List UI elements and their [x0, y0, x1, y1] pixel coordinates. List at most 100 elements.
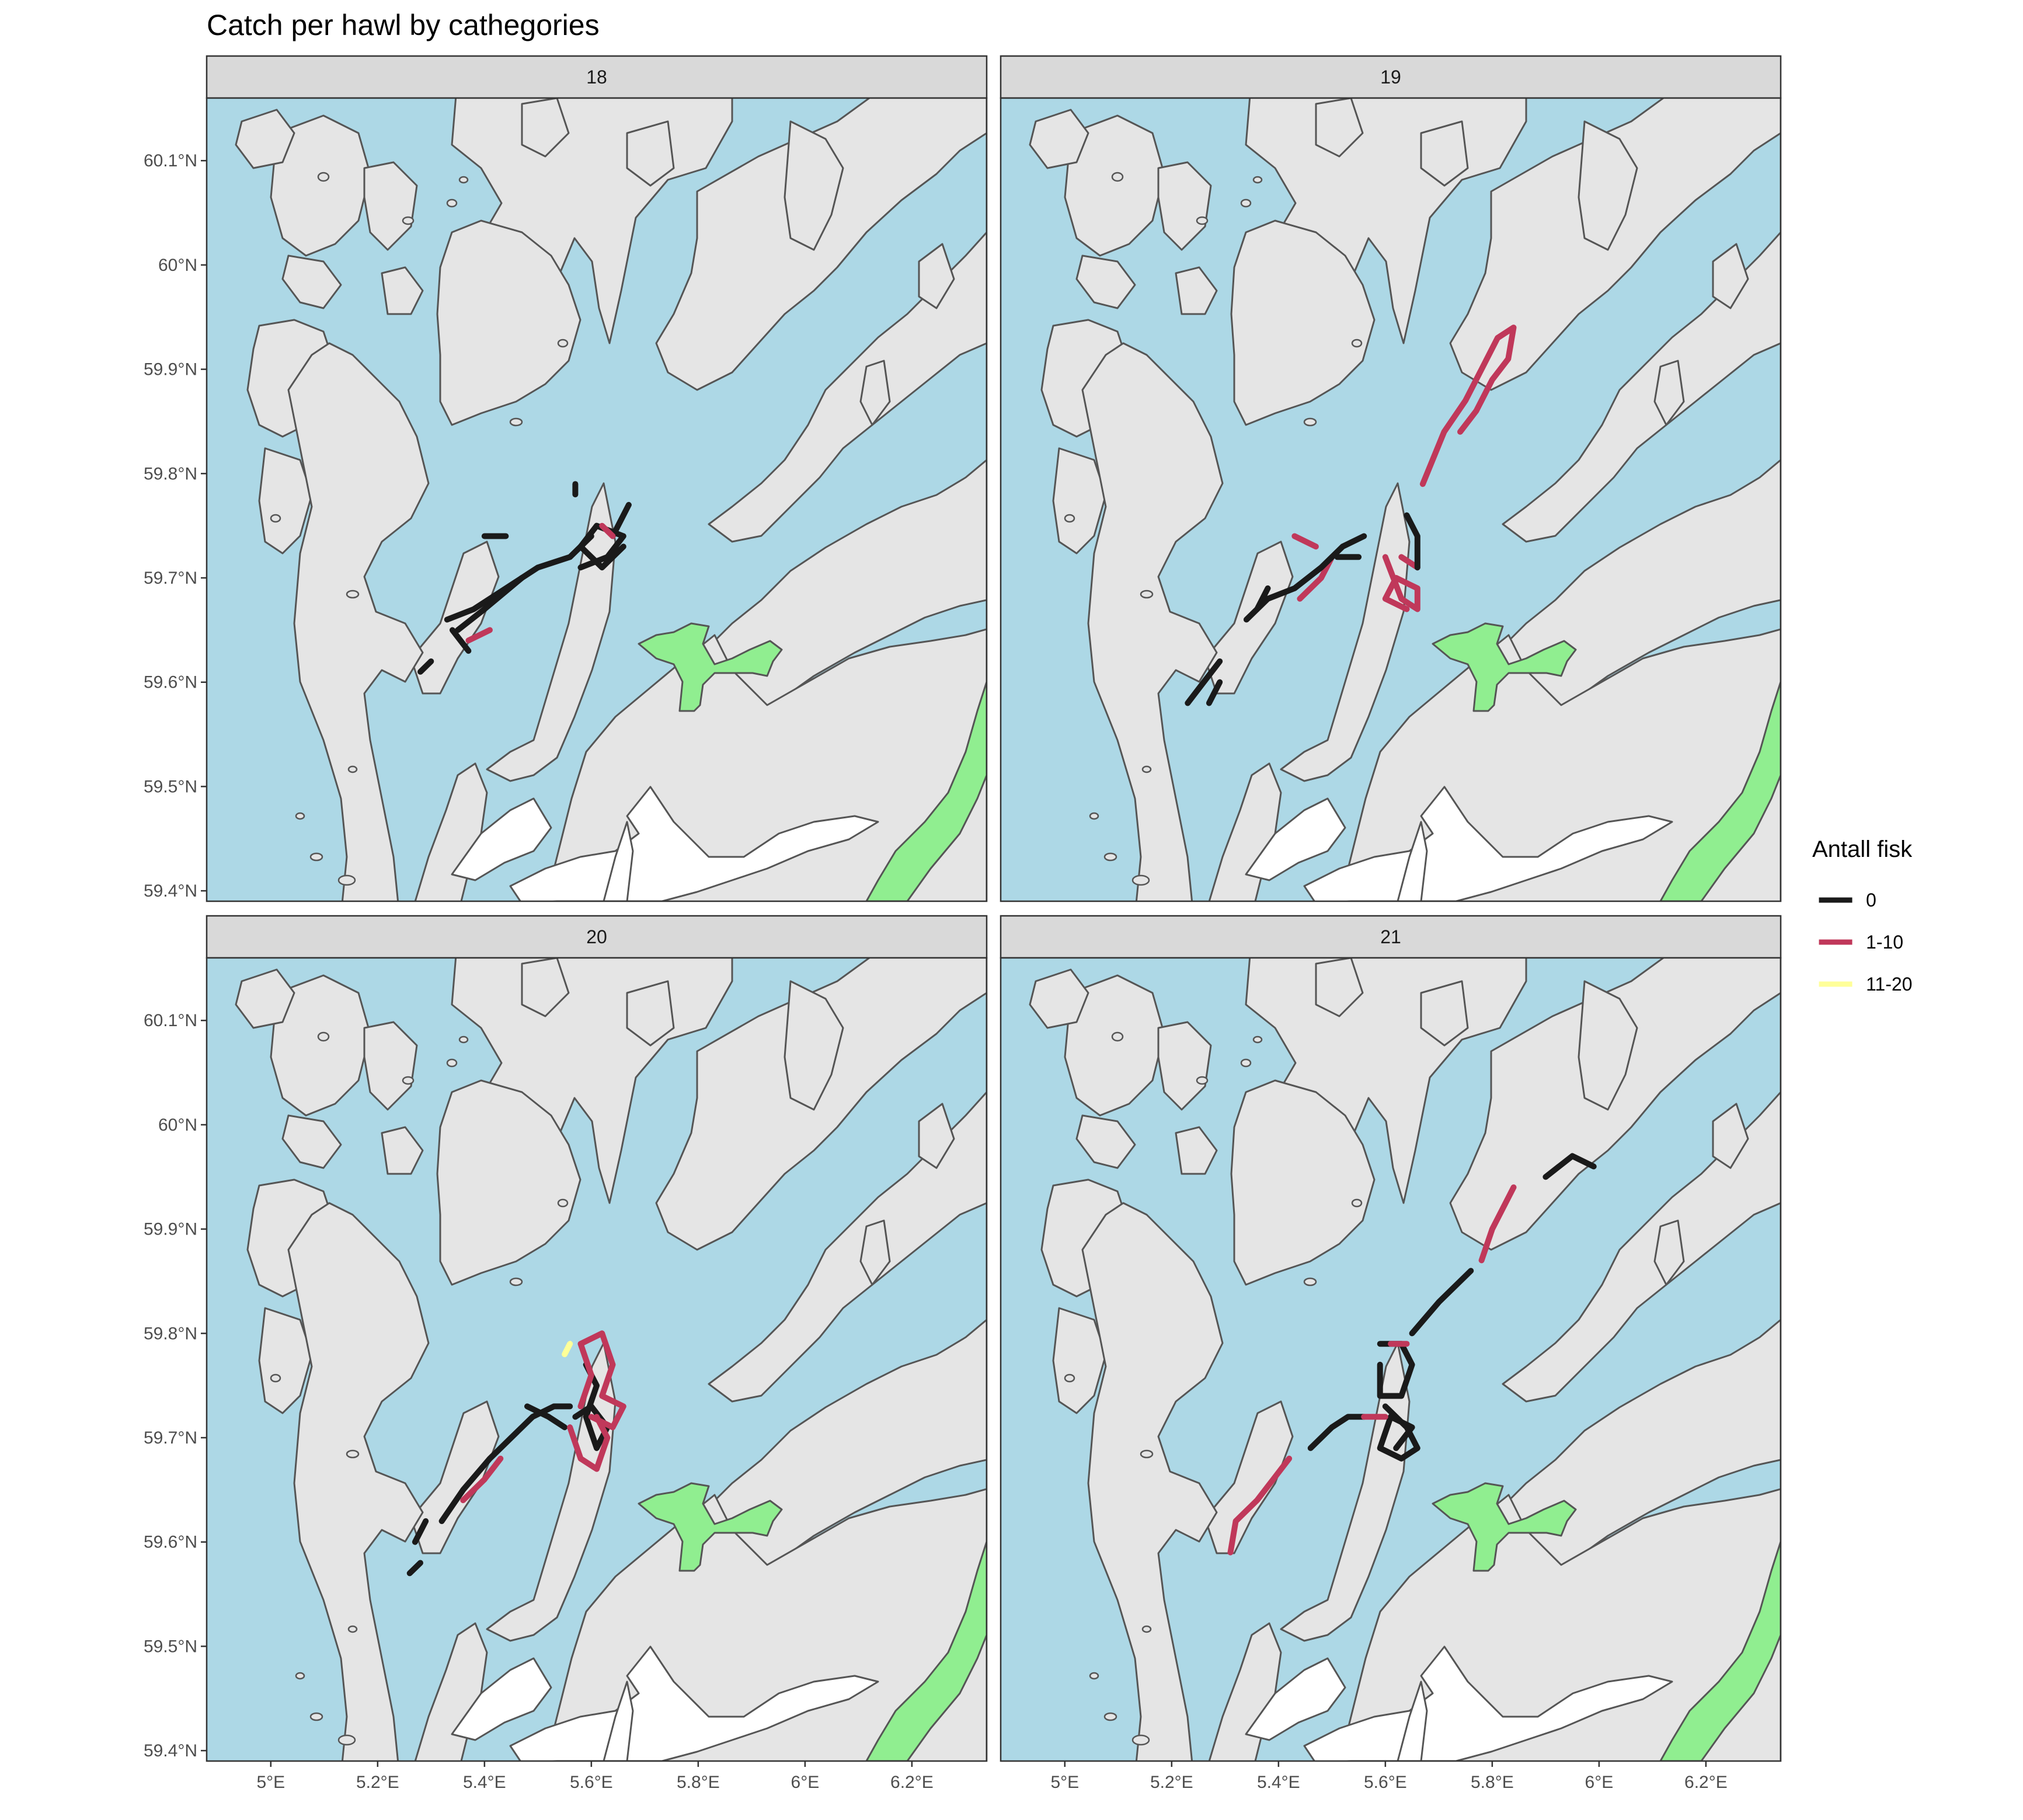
x-tick-label: 5.8°E	[677, 1773, 720, 1792]
y-tick-label: 59.7°N	[144, 569, 197, 588]
panel-border	[1000, 97, 1782, 902]
islet	[1111, 1031, 1124, 1042]
haul-track-1-10	[577, 1330, 626, 1431]
haul-track-0	[406, 1560, 423, 1577]
land-polygon	[708, 231, 987, 543]
islet	[446, 198, 458, 208]
islet	[317, 1031, 330, 1042]
haul-track-1-10	[1227, 1455, 1293, 1556]
land-polygon	[1420, 120, 1469, 187]
y-tick-label: 59.7°N	[144, 1428, 197, 1448]
haul-track-1-10	[567, 1414, 611, 1472]
land-polygon	[859, 1219, 891, 1286]
legend-title: Antall fisk	[1812, 836, 1913, 862]
islet	[509, 417, 523, 427]
islet	[1089, 812, 1099, 820]
islet	[1131, 874, 1150, 886]
land-polygon	[436, 1079, 582, 1286]
y-tick-label: 59.9°N	[144, 1220, 197, 1239]
islet	[1196, 1076, 1209, 1085]
islet	[458, 176, 469, 184]
islet	[1064, 1373, 1075, 1383]
haul-track-0	[1185, 658, 1223, 706]
land-polygon	[859, 360, 891, 426]
lake-polygon	[603, 1680, 634, 1761]
x-tick-label: 6°E	[1585, 1773, 1614, 1792]
haul-track-0	[417, 658, 434, 675]
land-polygon	[918, 243, 955, 309]
islet	[309, 852, 323, 862]
islet	[1240, 198, 1252, 208]
land-polygon	[258, 1307, 313, 1414]
x-tick-label: 5.6°E	[570, 1773, 613, 1792]
x-tick-label: 5.2°E	[356, 1773, 399, 1792]
islet	[1103, 1712, 1117, 1721]
islet	[1131, 1734, 1150, 1746]
haul-track-0	[1543, 1153, 1597, 1180]
land-polygon	[1780, 98, 1781, 901]
land-polygon	[1029, 968, 1089, 1029]
land-polygon	[1081, 1202, 1224, 1761]
haul-track-1-10	[1419, 325, 1517, 487]
land-polygon	[258, 447, 313, 555]
legend-item-11-20: 11-20	[1819, 974, 1912, 995]
islet	[1140, 1449, 1154, 1459]
y-tick-label: 59.6°N	[144, 1533, 197, 1552]
land-polygon	[784, 980, 844, 1111]
protected-area	[1432, 1482, 1577, 1572]
haul-track-0	[1404, 512, 1420, 571]
land-polygon	[655, 958, 987, 1251]
facet-panel-18: 18 60.1°N 60°N 59.9°N 59.8°N 59.7°N 59.6°N 59.5…	[144, 55, 988, 902]
islet	[557, 1198, 569, 1208]
land-polygon	[1157, 161, 1212, 251]
legend: Antall fisk 0 1-10 11-20	[1812, 836, 1913, 995]
y-tick-label: 60.1°N	[144, 1011, 197, 1030]
facet-panel-19: 19	[1000, 55, 1782, 902]
islet	[317, 172, 330, 182]
land-polygon	[708, 1091, 987, 1403]
land-polygon	[1712, 1103, 1749, 1169]
x-tick-label: 5°E	[1050, 1773, 1079, 1792]
islet	[446, 1058, 458, 1068]
land-polygon	[1578, 980, 1638, 1111]
islet	[346, 1449, 360, 1459]
islet	[346, 590, 360, 599]
haul-track-1-10	[460, 1455, 504, 1504]
legend-item-1-10: 1-10	[1819, 932, 1903, 953]
islet	[402, 1076, 415, 1085]
facet-strip	[206, 55, 988, 99]
x-tick-label: 6.2°E	[1684, 1773, 1728, 1792]
land-polygon	[1315, 958, 1364, 1017]
lake-polygon	[451, 1657, 552, 1741]
land-polygon	[1449, 958, 1781, 1251]
legend-item-0: 0	[1819, 890, 1876, 911]
islet	[1089, 1672, 1099, 1680]
haul-track-0	[1254, 585, 1271, 612]
y-tick-label: 59.8°N	[144, 464, 197, 483]
haul-track-0	[1307, 1414, 1367, 1451]
facet-strip	[1000, 915, 1782, 959]
land-polygon	[1578, 120, 1638, 251]
legend-label-1-10: 1-10	[1866, 932, 1903, 953]
land-polygon	[1029, 109, 1089, 169]
islet	[270, 514, 281, 523]
legend-label-11-20: 11-20	[1866, 974, 1912, 995]
x-tick-label: 5.6°E	[1364, 1773, 1407, 1792]
islet	[1064, 514, 1075, 523]
protected-area	[1432, 622, 1577, 712]
islet	[270, 1373, 281, 1383]
land-polygon	[1175, 266, 1218, 315]
islet	[1140, 590, 1154, 599]
map-area	[206, 957, 988, 1762]
islet	[295, 812, 305, 820]
land-polygon	[1081, 342, 1224, 901]
haul-track-0	[577, 522, 626, 571]
land-polygon	[1502, 1091, 1781, 1403]
facet-panel-20: 20 60.1°N 60°N 59.9°N 59.8°N 59.7°N 59.6°N 59.5…	[144, 915, 988, 1792]
y-tick-label: 60°N	[158, 1115, 197, 1135]
land-polygon	[1157, 1021, 1212, 1111]
x-tick-label: 5.4°E	[463, 1773, 506, 1792]
haul-track-0	[438, 1403, 573, 1524]
x-tick-label: 5°E	[256, 1773, 285, 1792]
